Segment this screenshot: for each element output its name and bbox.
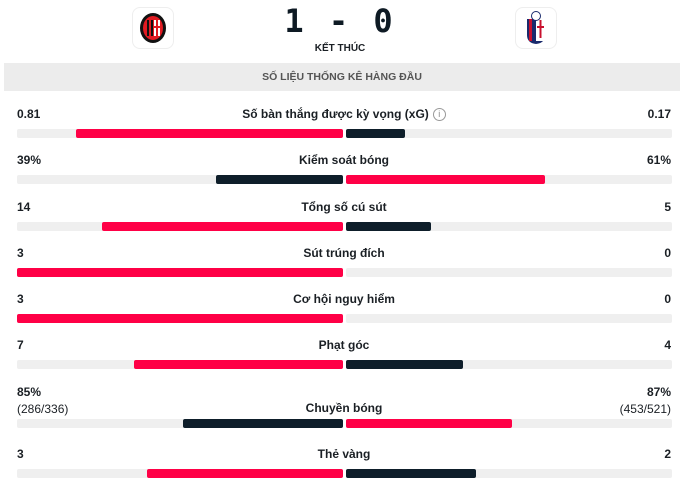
away-value: 2 xyxy=(664,447,671,461)
home-bar xyxy=(134,360,343,369)
home-bar-track xyxy=(17,175,343,184)
home-bar-track xyxy=(17,129,343,138)
home-value: 85% (286/336) xyxy=(17,385,69,416)
home-value: 14 xyxy=(17,200,31,214)
home-bar-track xyxy=(17,360,343,369)
home-bar-track xyxy=(17,419,343,428)
home-bar xyxy=(17,314,343,323)
home-team-logo[interactable] xyxy=(132,7,174,49)
bologna-crest-icon xyxy=(527,11,545,44)
home-value: 0.81 xyxy=(17,107,41,121)
away-bar-track xyxy=(346,175,672,184)
away-team-logo[interactable] xyxy=(515,7,557,49)
away-bar xyxy=(346,360,464,369)
away-value: 0 xyxy=(664,246,671,260)
home-bar xyxy=(183,419,343,428)
home-value: 3 xyxy=(17,246,24,260)
away-bar xyxy=(346,469,477,478)
stat-label: Cơ hội nguy hiểm xyxy=(293,292,395,306)
stat-label: Tổng số cú sút xyxy=(301,200,387,214)
home-bar-track xyxy=(17,314,343,323)
away-value: 0.17 xyxy=(647,107,671,121)
away-bar-track xyxy=(346,314,672,323)
ac-milan-crest-icon xyxy=(140,13,166,43)
home-bar-track xyxy=(17,469,343,478)
home-sub-value: (286/336) xyxy=(17,402,69,416)
home-value: 7 xyxy=(17,338,24,352)
stat-label: Kiểm soát bóng xyxy=(298,153,389,167)
away-value: 5 xyxy=(664,200,671,214)
away-bar-track xyxy=(346,360,672,369)
home-bar-track xyxy=(17,268,343,277)
away-value: 61% xyxy=(646,153,671,167)
home-value: 3 xyxy=(17,447,24,461)
away-bar-track xyxy=(346,129,672,138)
stat-label: Chuyền bóng xyxy=(305,401,383,415)
away-bar xyxy=(346,222,431,231)
away-bar-track xyxy=(346,469,672,478)
home-value: 3 xyxy=(17,292,24,306)
home-value: 39% xyxy=(17,153,42,167)
home-bar-track xyxy=(17,222,343,231)
home-bar xyxy=(75,129,343,138)
stat-label: Sút trúng đích xyxy=(303,246,385,260)
away-bar xyxy=(346,419,513,428)
home-bar xyxy=(101,222,343,231)
away-bar xyxy=(346,129,405,138)
home-bar xyxy=(215,175,343,184)
away-bar-track xyxy=(346,222,672,231)
away-bar-track xyxy=(346,268,672,277)
away-value: 4 xyxy=(664,338,671,352)
away-bar xyxy=(346,175,545,184)
home-bar xyxy=(17,268,343,277)
score: 1 - 0 xyxy=(284,2,396,40)
away-bar-track xyxy=(346,419,672,428)
section-header: SỐ LIỆU THỐNG KÊ HÀNG ĐẦU xyxy=(4,63,680,91)
away-value: 0 xyxy=(664,292,671,306)
home-bar xyxy=(147,469,343,478)
match-status: KẾT THÚC xyxy=(314,43,366,54)
stat-label: Số bàn thắng được kỳ vọng (xG) i xyxy=(0,107,680,122)
stat-label: Thẻ vàng xyxy=(317,447,371,461)
away-sub-value: (453/521) xyxy=(619,402,671,416)
away-value: 87% (453/521) xyxy=(619,385,671,416)
stat-label: Phạt góc xyxy=(318,338,370,352)
info-icon[interactable]: i xyxy=(432,108,446,122)
